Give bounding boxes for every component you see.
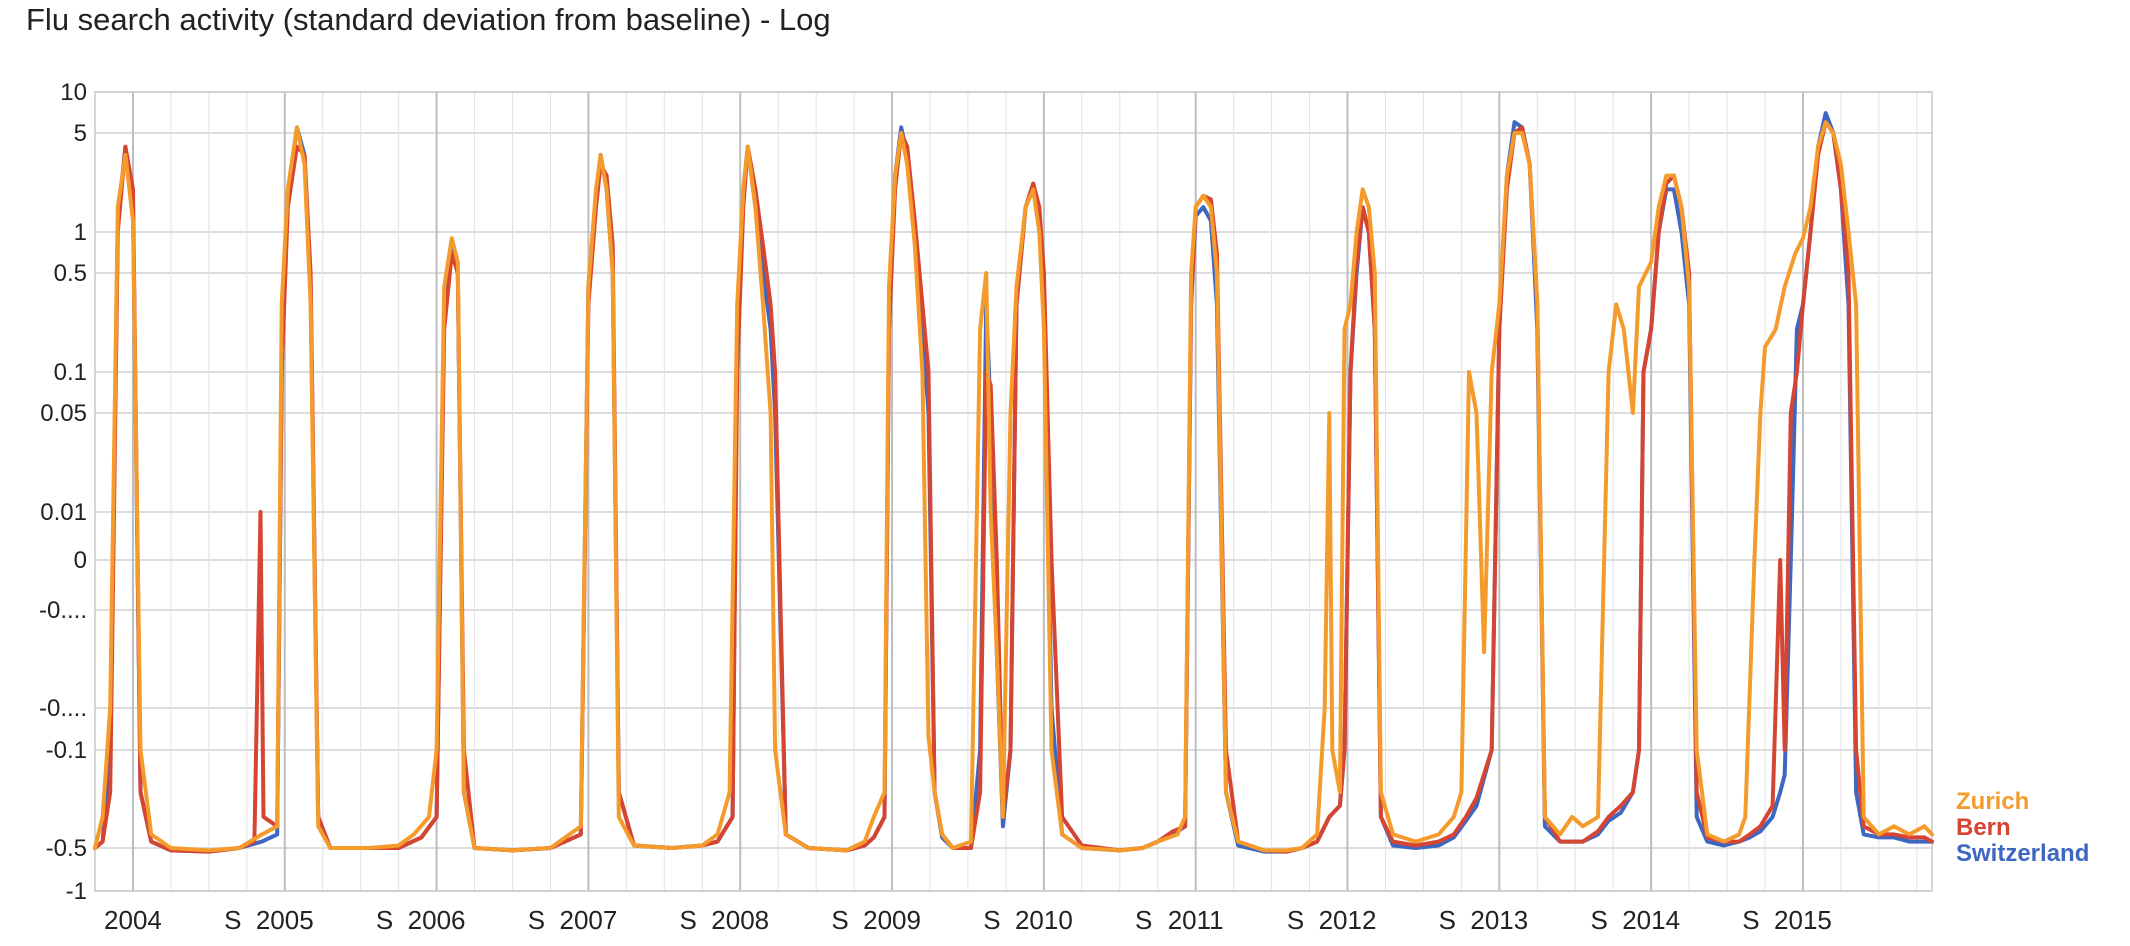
x-tick-label-year: 2004 bbox=[104, 905, 162, 935]
x-tick-label-year: 2007 bbox=[559, 905, 617, 935]
x-tick-label-s: S bbox=[1590, 905, 1607, 935]
x-tick-label-year: 2011 bbox=[1168, 905, 1224, 935]
x-tick-label-year: 2009 bbox=[863, 905, 921, 935]
x-tick-label-year: 2013 bbox=[1470, 905, 1528, 935]
series-lines bbox=[93, 111, 1934, 854]
chart-title: Flu search activity (standard deviation … bbox=[26, 2, 831, 37]
x-tick-label-s: S bbox=[1742, 905, 1759, 935]
y-tick-label: -1 bbox=[66, 878, 87, 905]
x-tick-label-s: S bbox=[1439, 905, 1456, 935]
y-tick-label: 0.1 bbox=[54, 359, 87, 386]
x-tick-label-s: S bbox=[831, 905, 848, 935]
legend-entry-bern: Bern bbox=[1956, 814, 2011, 841]
x-tick-label-year: 2015 bbox=[1774, 905, 1832, 935]
x-tick-label-year: 2005 bbox=[256, 905, 314, 935]
series-line-zurich bbox=[93, 120, 1934, 853]
y-tick-label: -0.... bbox=[39, 597, 87, 624]
y-tick-label: 10 bbox=[60, 79, 87, 106]
y-tick-label: -0.5 bbox=[46, 835, 87, 862]
y-tick-label: 0.05 bbox=[40, 400, 87, 427]
x-tick-label-s: S bbox=[1287, 905, 1304, 935]
x-tick-label-s: S bbox=[528, 905, 545, 935]
x-tick-label-s: S bbox=[680, 905, 697, 935]
legend-entry-switzerland: Switzerland bbox=[1956, 840, 2089, 867]
x-tick-label-year: 2014 bbox=[1622, 905, 1680, 935]
x-tick-label-s: S bbox=[1135, 905, 1152, 935]
x-tick-label-year: 2006 bbox=[408, 905, 466, 935]
legend-entry-zurich: Zurich bbox=[1956, 788, 2029, 815]
plot-frame bbox=[94, 91, 1933, 892]
x-tick-label-year: 2010 bbox=[1015, 905, 1073, 935]
y-tick-label: 0.5 bbox=[54, 260, 87, 287]
x-tick-label-year: 2012 bbox=[1319, 905, 1377, 935]
y-tick-label: 0 bbox=[74, 547, 87, 574]
y-tick-label: 0.01 bbox=[40, 499, 87, 526]
y-tick-label: -0.1 bbox=[46, 737, 87, 764]
y-axis-ticks: 10 5 1 0.5 0.1 0.05 0.01 0 -0.... -0.... -0.1 -0.5 -… bbox=[39, 79, 87, 905]
x-axis-ticks: 2004 S 2005 S 2006 S 2007 S 2008 S 2009 S 2010 S 2011 S… bbox=[104, 905, 1832, 935]
x-tick-label-year: 2008 bbox=[711, 905, 769, 935]
y-tick-label: 5 bbox=[74, 120, 87, 147]
y-tick-label: -0.... bbox=[39, 695, 87, 722]
x-tick-label-s: S bbox=[376, 905, 393, 935]
x-tick-label-s: S bbox=[983, 905, 1000, 935]
y-tick-label: 1 bbox=[74, 219, 87, 246]
x-tick-label-s: S bbox=[224, 905, 241, 935]
